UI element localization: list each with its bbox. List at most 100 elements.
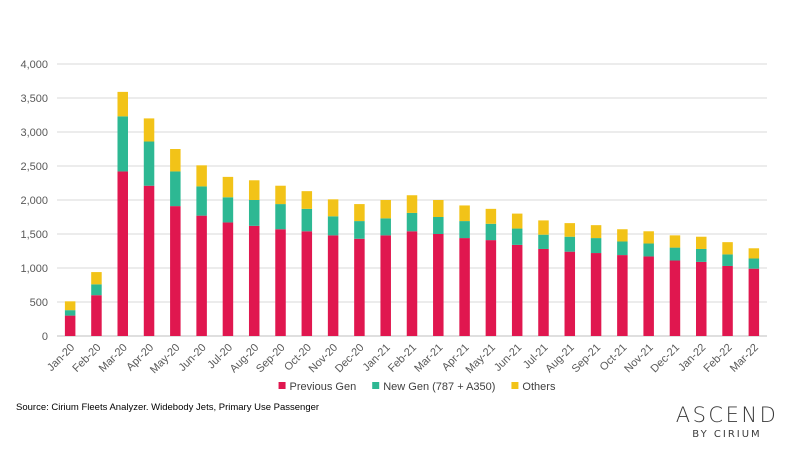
bar-segment: [643, 256, 654, 336]
bar-segment: [696, 261, 707, 336]
bar-segment: [275, 229, 286, 336]
legend-label: Others: [522, 381, 556, 393]
x-tick-label: Feb-20: [70, 342, 103, 375]
bar-segment: [117, 171, 128, 336]
bar-segment: [196, 215, 207, 336]
bar-segment: [538, 234, 549, 249]
bar-segment: [748, 248, 760, 259]
bar-segment: [538, 248, 549, 336]
y-tick-label: 2,500: [20, 161, 48, 173]
bar-segment: [459, 238, 470, 336]
bar-segment: [511, 244, 523, 336]
stacked-bar-chart: 05001,0001,5002,0002,5003,0003,5004,000 …: [20, 59, 767, 393]
legend-label: New Gen (787 + A350): [383, 381, 495, 393]
x-tick-label: Dec-21: [649, 342, 683, 376]
bar-segment: [643, 231, 654, 244]
bar-segment: [459, 205, 470, 222]
legend-swatch: [511, 382, 519, 389]
bar-segment: [696, 236, 707, 249]
y-axis: 0 500 1,000 1,500 2,000 2,500 3,000 3,500 4,000: [20, 59, 48, 343]
y-tick-label: 500: [30, 297, 48, 309]
bar-segment: [117, 91, 128, 117]
bar-segment: [91, 284, 102, 296]
x-tick-label: Sep-21: [570, 342, 604, 376]
bar-segment: [380, 200, 391, 219]
bar-segment: [196, 186, 207, 216]
bar-segment: [327, 216, 339, 236]
logo-sub-text: BY CIRIUM: [692, 429, 762, 440]
bar-segment: [222, 197, 234, 223]
bar-segment: [459, 221, 470, 239]
x-tick-label: Sep-20: [254, 342, 288, 376]
bar-segment: [91, 272, 102, 285]
y-tick-label: 2,000: [20, 195, 48, 207]
x-tick-label: Mar-20: [97, 342, 130, 375]
bar-segment: [327, 199, 339, 217]
bar-segment: [170, 149, 181, 172]
x-tick-label: Jun-20: [176, 342, 208, 374]
legend-item: New Gen (787 + A350): [372, 381, 495, 393]
y-tick-label: 4,000: [20, 59, 48, 71]
x-tick-label: Jun-21: [492, 342, 524, 374]
bar-segment: [669, 260, 681, 336]
bar-segment: [143, 141, 155, 186]
legend-swatch: [278, 382, 286, 389]
x-tick-label: May-20: [148, 342, 182, 376]
bar-segment: [485, 240, 497, 336]
bar-segment: [275, 185, 286, 205]
bar-segment: [222, 222, 234, 336]
bar-segment: [170, 206, 181, 336]
bar-segment: [327, 235, 339, 336]
bar-segment: [722, 254, 733, 266]
legend-item: Previous Gen: [278, 381, 357, 393]
legend: Previous Gen New Gen (787 + A350) Others: [278, 381, 556, 393]
bar-segment: [248, 180, 260, 200]
bar-segment: [380, 235, 391, 336]
bar-segment: [406, 231, 418, 336]
source-note: Source: Cirium Fleets Analyzer. Widebody…: [16, 402, 320, 413]
bar-segment: [354, 204, 365, 222]
bar-segment: [301, 208, 313, 232]
bar-segment: [354, 221, 365, 239]
bars: [64, 91, 760, 336]
y-tick-label: 1,000: [20, 263, 48, 275]
y-tick-label: 3,500: [20, 93, 48, 105]
bar-segment: [248, 200, 260, 226]
legend-item: Others: [511, 381, 556, 393]
bar-segment: [590, 238, 602, 254]
bar-segment: [748, 258, 760, 269]
legend-label: Previous Gen: [290, 381, 357, 393]
bar-segment: [485, 223, 497, 241]
y-tick-label: 3,000: [20, 127, 48, 139]
x-tick-label: Mar-21: [412, 342, 445, 375]
logo-main-text: ASCEND: [675, 403, 779, 427]
bar-segment: [748, 268, 760, 336]
x-axis: Jan-20Feb-20Mar-20Apr-20May-20Jun-20Jul-…: [45, 342, 761, 376]
bar-segment: [433, 217, 444, 234]
bar-segment: [538, 220, 549, 235]
bar-segment: [511, 228, 523, 245]
ascend-logo: ASCEND BY CIRIUM: [672, 402, 782, 442]
bar-segment: [406, 212, 418, 232]
bar-segment: [511, 213, 523, 229]
bar-segment: [643, 243, 654, 257]
bar-segment: [485, 208, 497, 224]
bar-segment: [275, 204, 286, 230]
bar-segment: [722, 265, 733, 336]
x-tick-label: Feb-21: [386, 342, 419, 375]
bar-segment: [722, 242, 733, 255]
bar-segment: [433, 234, 444, 336]
bar-segment: [143, 185, 155, 336]
bar-segment: [617, 255, 628, 336]
bar-segment: [222, 176, 234, 198]
bar-segment: [406, 195, 418, 213]
bar-segment: [380, 218, 391, 236]
bar-segment: [669, 235, 681, 248]
bar-segment: [669, 247, 681, 261]
x-tick-label: Feb-22: [702, 342, 735, 375]
x-tick-label: Dec-20: [333, 342, 367, 376]
bar-segment: [617, 229, 628, 242]
bar-segment: [64, 301, 76, 311]
bar-segment: [64, 315, 76, 336]
bar-segment: [564, 223, 576, 237]
